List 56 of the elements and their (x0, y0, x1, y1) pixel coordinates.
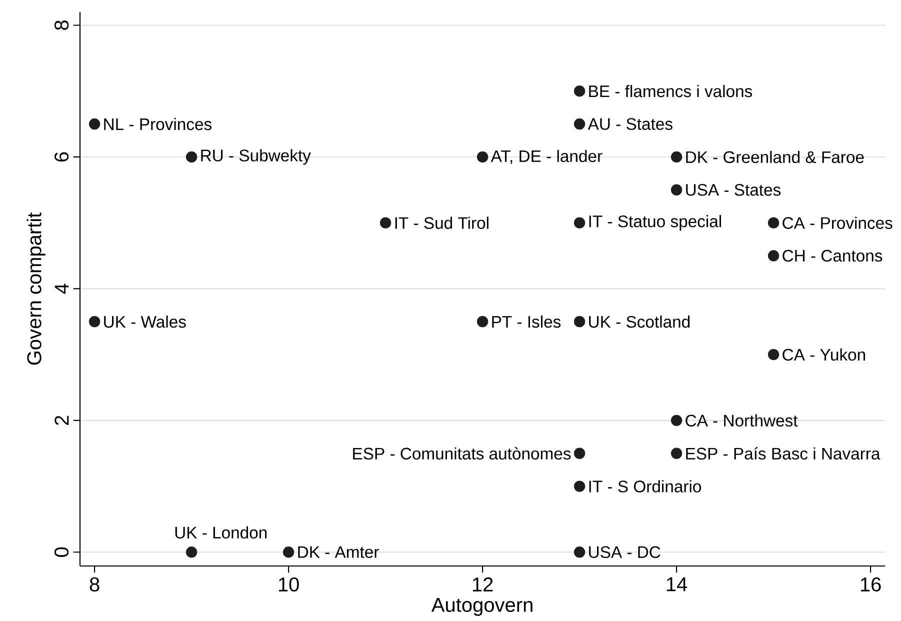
point (282, 546, 294, 558)
point (670, 151, 682, 163)
x-tick-label: 14 (666, 577, 688, 592)
annotation: CA - Yukon (782, 348, 866, 361)
annotation: USA - DC (589, 546, 660, 558)
point (768, 217, 780, 228)
annotation: AT, DE - lander (490, 150, 602, 164)
point (574, 316, 586, 328)
point (768, 250, 780, 262)
annotation: UK - Wales (104, 315, 186, 328)
annotation: CA - Northwest (686, 414, 798, 427)
y-tick-label: 0 (54, 547, 69, 557)
annotation: IT - Sud Tirol (395, 216, 488, 229)
point (574, 85, 586, 97)
annotation: RU - Subwekty (201, 149, 311, 165)
y-tick-label: 2 (54, 416, 69, 425)
annotation: IT - S Ordinario (589, 480, 702, 492)
point (186, 546, 198, 558)
x-tick-label: 8 (90, 577, 100, 592)
annotation: ESP - Comunitats autònomes (353, 447, 571, 460)
point (476, 151, 488, 163)
y-tick-label: 4 (54, 284, 69, 294)
point (186, 151, 198, 163)
y-axis-title: Govern compartit (26, 212, 46, 365)
point (574, 546, 586, 558)
annotation: PT - Isles (492, 315, 561, 328)
point (670, 184, 682, 196)
annotation: UK - London (175, 526, 267, 539)
point (670, 448, 682, 459)
y-tick-label: 6 (54, 152, 69, 162)
annotation: USA - States (686, 184, 781, 196)
x-axis-title: Autogovern (431, 598, 532, 616)
point (88, 316, 100, 328)
annotation: IT - Statuo special (589, 215, 721, 231)
point (574, 480, 586, 492)
annotation: UK - Scotland (589, 315, 690, 328)
x-tick-label: 10 (278, 577, 299, 592)
point (88, 118, 100, 130)
point (768, 348, 780, 360)
point (476, 316, 488, 328)
point (670, 414, 682, 426)
annotation: ESP - País Basc i Navarra (686, 447, 880, 460)
point (380, 217, 392, 228)
annotation: AU - States (588, 118, 672, 130)
annotation: CH - Cantons (782, 250, 882, 262)
x-tick-label: 16 (860, 577, 881, 592)
annotation: NL - Provinces (104, 118, 212, 130)
point (574, 118, 586, 130)
annotation: DK - Greenland & Faroe (686, 150, 864, 164)
annotation: BE - flamencs i valons (589, 84, 752, 98)
y-tick-label: 8 (54, 20, 69, 30)
x-tick-label: 12 (472, 577, 493, 592)
annotation: DK - Amter (298, 546, 379, 558)
point (574, 448, 586, 459)
point (574, 217, 586, 228)
annotation: CA - Provinces (782, 216, 892, 229)
